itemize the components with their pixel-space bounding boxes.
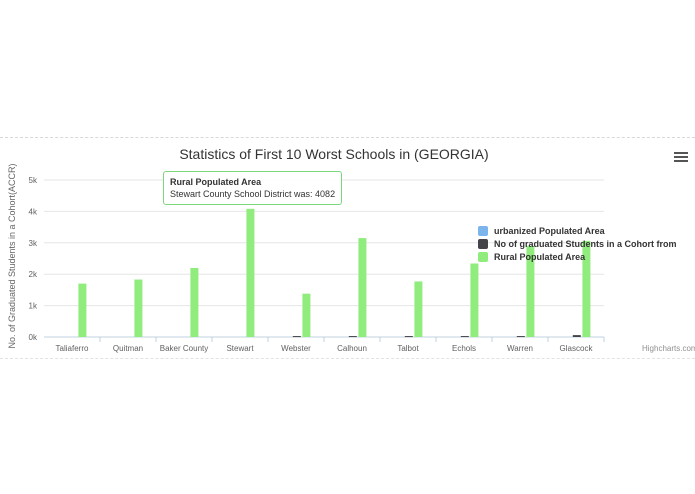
menu-line (674, 156, 688, 158)
hamburger-menu-icon[interactable] (674, 152, 688, 164)
credits-link[interactable]: Highcharts.com (642, 344, 695, 353)
legend-swatch-graduated (478, 238, 488, 249)
x-tick-label: Quitman (113, 344, 143, 353)
x-tick-label: Stewart (226, 344, 254, 353)
x-tick-label: Taliaferro (56, 344, 89, 353)
y-tick-label: 3k (29, 239, 38, 248)
x-tick-label: Webster (281, 344, 311, 353)
legend-swatch-rural (478, 251, 488, 262)
tooltip-series-name: Rural Populated Area (170, 177, 262, 187)
bar (348, 336, 357, 338)
x-tick-label: Calhoun (337, 344, 367, 353)
legend-swatch-urbanized (478, 225, 488, 236)
legend-item-graduated[interactable]: No of graduated Students in a Cohort fro… (478, 237, 677, 250)
tooltip: Rural Populated Area Stewart County Scho… (163, 171, 343, 205)
bar (78, 283, 87, 337)
bar (358, 238, 367, 337)
y-tick-label: 1k (29, 302, 38, 311)
y-tick-label: 4k (29, 207, 38, 216)
bar (582, 240, 591, 337)
x-tick-label: Talbot (397, 344, 419, 353)
bar (404, 336, 413, 338)
legend-item-urbanized[interactable]: urbanized Populated Area (478, 224, 677, 237)
bar (134, 279, 143, 337)
tooltip-text: Stewart County School District was: 4082 (170, 189, 336, 199)
bar (246, 208, 255, 337)
bar (516, 336, 525, 338)
legend-label-graduated: No of graduated Students in a Cohort fro… (494, 238, 677, 249)
x-tick-label: Echols (452, 344, 476, 353)
bar (526, 245, 535, 337)
legend-item-rural[interactable]: Rural Populated Area (478, 250, 677, 263)
menu-line (674, 152, 688, 154)
bar (470, 263, 479, 337)
x-tick-label: Glascock (560, 344, 594, 353)
x-tick-label: Warren (507, 344, 533, 353)
chart-container (0, 137, 695, 359)
chart-title: Statistics of First 10 Worst Schools in … (179, 146, 489, 162)
bar (292, 336, 301, 338)
legend: urbanized Populated Area No of graduated… (478, 224, 677, 263)
menu-line (674, 160, 688, 162)
bar (572, 335, 581, 337)
bar (414, 281, 423, 337)
bar (190, 267, 199, 337)
bar (302, 293, 311, 337)
y-tick-label: 5k (29, 176, 38, 185)
x-tick-label: Baker County (160, 344, 208, 353)
y-tick-label: 0k (29, 333, 38, 342)
legend-label-urbanized: urbanized Populated Area (494, 225, 605, 236)
bar (460, 336, 469, 338)
legend-label-rural: Rural Populated Area (494, 251, 586, 262)
y-tick-label: 2k (29, 270, 38, 279)
